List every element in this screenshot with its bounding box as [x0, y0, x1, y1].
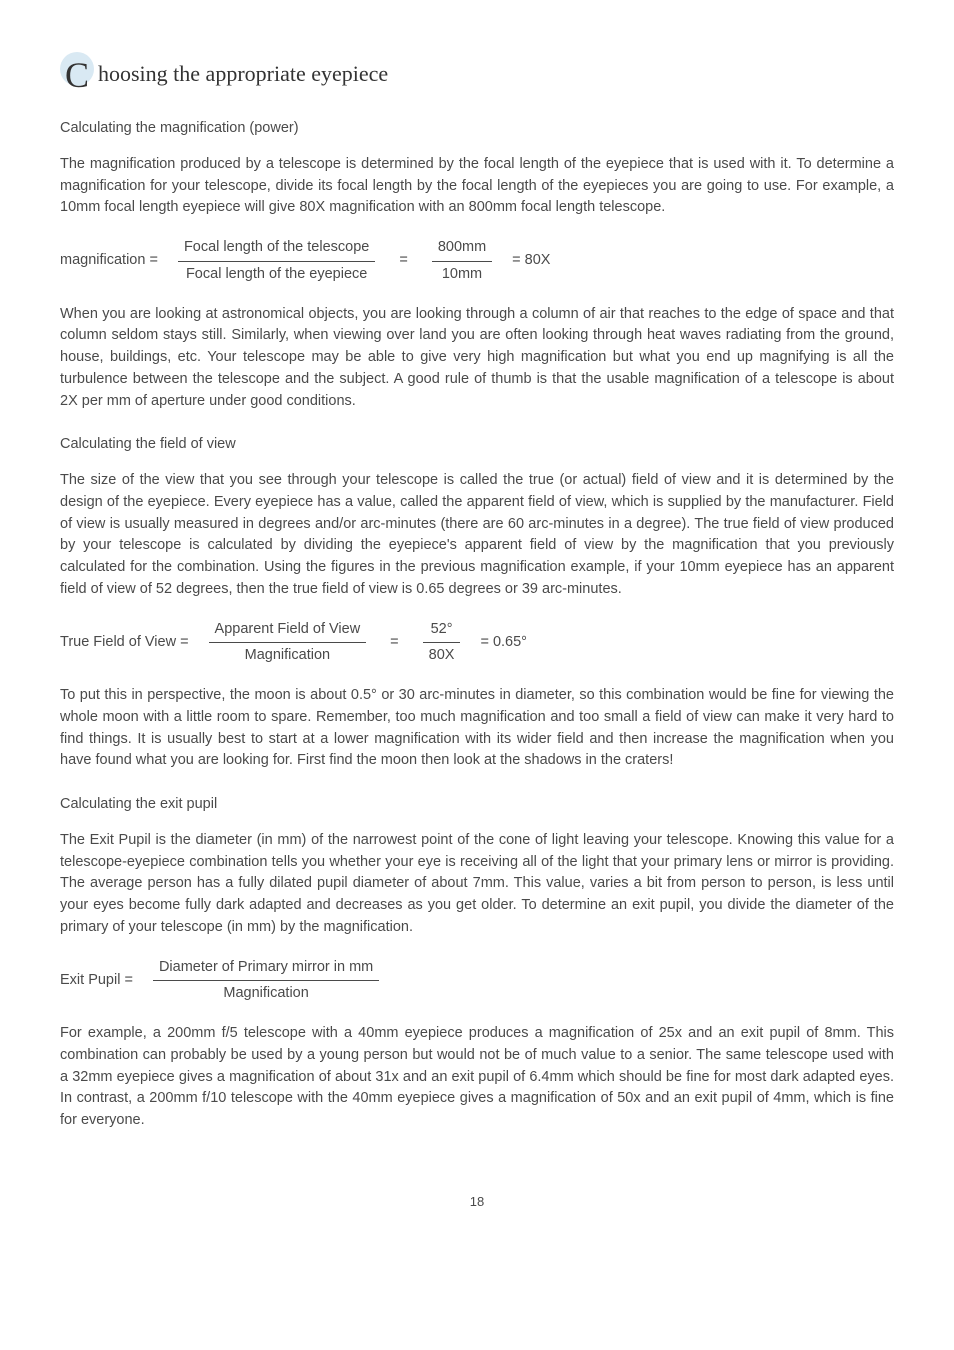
magnification-formula: magnification = Focal length of the tele… — [60, 235, 894, 288]
fov-result: = 0.65° — [480, 632, 527, 654]
drop-cap-wrap: C — [60, 50, 100, 90]
section1-p1: The magnification produced by a telescop… — [60, 154, 894, 219]
fov-frac1-num: Apparent Field of View — [209, 617, 367, 643]
section2-p2: To put this in perspective, the moon is … — [60, 685, 894, 772]
ep-frac1-den: Magnification — [217, 981, 314, 1007]
frac1-num: Focal length of the telescope — [178, 235, 375, 261]
section2-p1: The size of the view that you see throug… — [60, 470, 894, 601]
frac2-den: 10mm — [436, 262, 488, 288]
fov-lhs: True Field of View = — [60, 632, 189, 654]
section3-p2: For example, a 200mm f/5 telescope with … — [60, 1023, 894, 1132]
fov-frac2-num: 52° — [425, 617, 459, 643]
frac2-num: 800mm — [432, 235, 492, 261]
equals-1: = — [395, 250, 411, 272]
formula-result: = 80X — [512, 250, 550, 272]
exitpupil-formula: Exit Pupil = Diameter of Primary mirror … — [60, 955, 894, 1008]
formula-lhs: magnification = — [60, 250, 158, 272]
section1-title: Calculating the magnification (power) — [60, 118, 894, 140]
section1-p2: When you are looking at astronomical obj… — [60, 304, 894, 413]
heading-text: hoosing the appropriate eyepiece — [98, 51, 388, 90]
ep-frac1: Diameter of Primary mirror in mm Magnifi… — [153, 955, 379, 1008]
fov-frac2: 52° 80X — [423, 617, 461, 670]
section2-title: Calculating the field of view — [60, 434, 894, 456]
fov-eq1: = — [386, 632, 402, 654]
formula-frac1: Focal length of the telescope Focal leng… — [178, 235, 375, 288]
ep-lhs: Exit Pupil = — [60, 970, 133, 992]
fov-frac1-den: Magnification — [239, 643, 336, 669]
fov-frac2-den: 80X — [423, 643, 461, 669]
section3-p1: The Exit Pupil is the diameter (in mm) o… — [60, 830, 894, 939]
ep-frac1-num: Diameter of Primary mirror in mm — [153, 955, 379, 981]
section3-title: Calculating the exit pupil — [60, 794, 894, 816]
frac1-den: Focal length of the eyepiece — [180, 262, 373, 288]
page-heading: C hoosing the appropriate eyepiece — [60, 50, 894, 90]
fov-formula: True Field of View = Apparent Field of V… — [60, 617, 894, 670]
formula-frac2: 800mm 10mm — [432, 235, 492, 288]
drop-cap-letter: C — [65, 48, 89, 102]
page-number: 18 — [60, 1192, 894, 1212]
fov-frac1: Apparent Field of View Magnification — [209, 617, 367, 670]
